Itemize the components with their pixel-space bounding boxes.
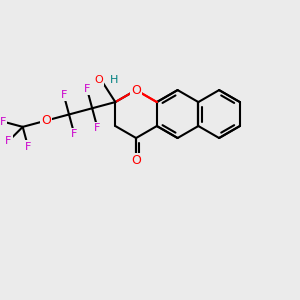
Text: F: F bbox=[0, 117, 6, 127]
Text: F: F bbox=[61, 90, 67, 100]
Text: F: F bbox=[94, 123, 101, 133]
Text: F: F bbox=[71, 129, 77, 139]
Text: O: O bbox=[131, 84, 141, 97]
Text: O: O bbox=[41, 114, 51, 127]
Text: F: F bbox=[5, 136, 11, 146]
Text: H: H bbox=[110, 75, 118, 85]
Text: O: O bbox=[131, 154, 141, 167]
Text: F: F bbox=[84, 84, 90, 94]
Text: O: O bbox=[94, 75, 103, 85]
Text: F: F bbox=[25, 142, 31, 152]
